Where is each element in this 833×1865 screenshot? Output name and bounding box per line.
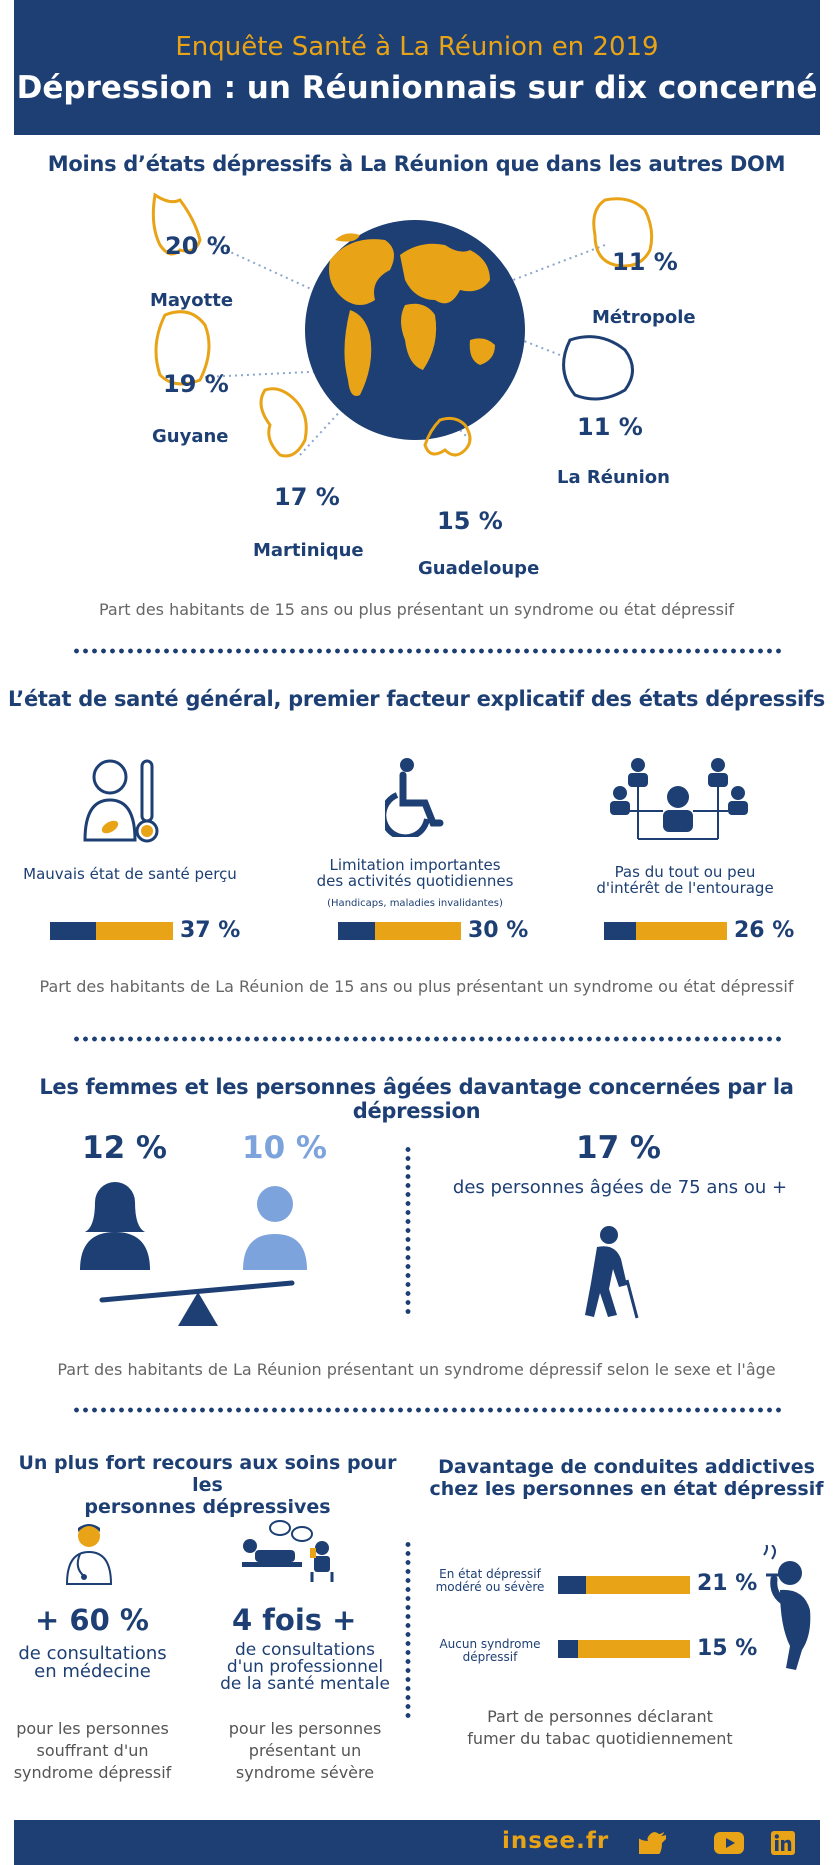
- section5-title-2: chez les personnes en état dépressif: [429, 1478, 824, 1500]
- elderly-person-icon: [585, 1226, 639, 1319]
- stat1-desc-3: syndrome dépressif: [13, 1763, 172, 1782]
- factor1-bar: [50, 922, 173, 940]
- section4-title-1: Un plus fort recours aux soins pour les: [18, 1452, 397, 1496]
- wheelchair-icon: [385, 758, 444, 837]
- balance-scale-icon: [80, 1182, 307, 1326]
- mayotte-outline: [151, 192, 202, 256]
- reunion-outline: [562, 335, 634, 401]
- stat2-value: 4 fois +: [232, 1603, 357, 1637]
- row2-label: Aucun syndrome dépressif: [425, 1638, 555, 1664]
- guyane-value: 19 %: [163, 370, 229, 398]
- elderly-value: 17 %: [576, 1130, 661, 1166]
- header-subtitle: Enquête Santé à La Réunion en 2019: [175, 32, 659, 62]
- youtube-icon[interactable]: [714, 1832, 744, 1854]
- factor2-note: (Handicaps, maladies invalidantes): [327, 898, 503, 909]
- row1-value: 21 %: [697, 1571, 758, 1596]
- section1-caption: Part des habitants de 15 ans ou plus pré…: [98, 600, 735, 619]
- insee-link[interactable]: insee.fr: [502, 1828, 610, 1854]
- section5-caption-2: fumer du tabac quotidiennement: [467, 1729, 733, 1748]
- guadeloupe-label: Guadeloupe: [418, 558, 540, 579]
- stat2-line1: de consultations: [234, 1640, 376, 1660]
- guyane-outline: [154, 310, 211, 386]
- stat1-desc-1: pour les personnes: [16, 1719, 169, 1738]
- row2-label-2: dépressif: [462, 1650, 518, 1664]
- section3-title: Les femmes et les personnes âgées davant…: [39, 1075, 794, 1123]
- stat2-desc-3: syndrome sévère: [235, 1763, 375, 1782]
- section1-title: Moins d’états dépressifs à La Réunion qu…: [47, 152, 786, 176]
- factor2-bar: [338, 922, 461, 940]
- section2-caption: Part des habitants de La Réunion de 15 a…: [39, 977, 794, 996]
- stat2-lines: de consultations d'un professionnel de l…: [195, 1642, 415, 1693]
- factor1-label: Mauvais état de santé perçu: [23, 865, 237, 883]
- divider-2: [72, 1036, 782, 1042]
- world-map-diagram: [151, 192, 654, 458]
- guyane-label: Guyane: [152, 426, 229, 447]
- section4-title: Un plus fort recours aux soins pour les …: [0, 1452, 415, 1518]
- france-outline: [592, 197, 654, 268]
- man-icon: [257, 1186, 293, 1222]
- women-value: 12 %: [82, 1130, 167, 1166]
- factor3-label-2: d'intérêt de l'entourage: [596, 879, 774, 897]
- stat2-line3: de la santé mentale: [220, 1674, 390, 1694]
- stat1-line2: en médecine: [34, 1661, 151, 1682]
- section2-title: L’état de santé général, premier facteur…: [8, 687, 825, 711]
- factor2-label-1: Limitation importantes: [329, 856, 501, 874]
- vertical-divider-4: [405, 1540, 411, 1720]
- factor3-label-1: Pas du tout ou peu: [614, 863, 756, 881]
- factor3-bar: [604, 922, 727, 940]
- reunion-label: La Réunion: [557, 467, 670, 488]
- row2-value: 15 %: [697, 1636, 758, 1661]
- men-value: 10 %: [242, 1130, 327, 1166]
- row1-label-2: modéré ou sévère: [435, 1580, 545, 1594]
- stat1-desc-2: souffrant d'un: [36, 1741, 149, 1760]
- martinique-value: 17 %: [274, 483, 340, 511]
- mayotte-label: Mayotte: [150, 290, 234, 311]
- section5-title-1: Davantage de conduites addictives: [438, 1456, 815, 1478]
- row1-label-1: En état dépressif: [439, 1567, 541, 1581]
- stat2-desc-2: présentant un: [248, 1741, 362, 1760]
- stat2-desc: pour les personnes présentant un syndrom…: [195, 1718, 415, 1784]
- stat1-desc: pour les personnes souffrant d'un syndro…: [0, 1718, 185, 1784]
- section3-caption: Part des habitants de La Réunion présent…: [57, 1360, 776, 1379]
- divider-3: [72, 1407, 782, 1413]
- row2-label-1: Aucun syndrome: [439, 1637, 541, 1651]
- section5-caption-1: Part de personnes déclarant: [487, 1707, 713, 1726]
- reunion-value: 11 %: [577, 413, 643, 441]
- guadeloupe-value: 15 %: [437, 507, 503, 535]
- section5-title: Davantage de conduites addictives chez l…: [420, 1456, 833, 1500]
- metropole-label: Métropole: [592, 307, 696, 328]
- stat1-line1: de consultations: [18, 1643, 167, 1664]
- row2-bar: [558, 1640, 690, 1658]
- metropole-value: 11 %: [612, 248, 678, 276]
- divider-1: [72, 648, 782, 654]
- section4-title-2: personnes dépressives: [84, 1496, 331, 1518]
- social-network-icon: [610, 758, 748, 840]
- smoking-person-icon: [763, 1545, 811, 1670]
- sick-person-icon: [83, 759, 159, 843]
- header-banner: Enquête Santé à La Réunion en 2019 Dépre…: [14, 0, 820, 135]
- factor2-label-2: des activités quotidiennes: [316, 872, 514, 890]
- stat2-desc-1: pour les personnes: [228, 1719, 382, 1738]
- linkedin-icon[interactable]: [771, 1831, 795, 1855]
- section5-caption: Part de personnes déclarant fumer du tab…: [440, 1706, 760, 1750]
- row1-label: En état dépressif modéré ou sévère: [425, 1568, 555, 1594]
- header-title: Dépression : un Réunionnais sur dix conc…: [16, 70, 818, 106]
- stat2-line2: d'un professionnel: [226, 1657, 384, 1677]
- factor2-value: 30 %: [468, 918, 529, 943]
- doctor-icon: [65, 1524, 113, 1585]
- factor3-value: 26 %: [734, 918, 795, 943]
- footer-bar: insee.fr: [14, 1820, 820, 1865]
- martinique-outline: [259, 387, 308, 458]
- guadeloupe-outline: [423, 416, 472, 457]
- martinique-label: Martinique: [253, 540, 364, 561]
- stat1-value: + 60 %: [35, 1603, 149, 1637]
- factor1-value: 37 %: [180, 918, 241, 943]
- elderly-label: des personnes âgées de 75 ans ou +: [452, 1177, 788, 1198]
- twitter-icon[interactable]: [639, 1832, 667, 1854]
- mayotte-value: 20 %: [165, 232, 231, 260]
- row1-bar: [558, 1576, 690, 1594]
- therapist-icon: [242, 1520, 334, 1582]
- vertical-divider-3: [405, 1145, 411, 1315]
